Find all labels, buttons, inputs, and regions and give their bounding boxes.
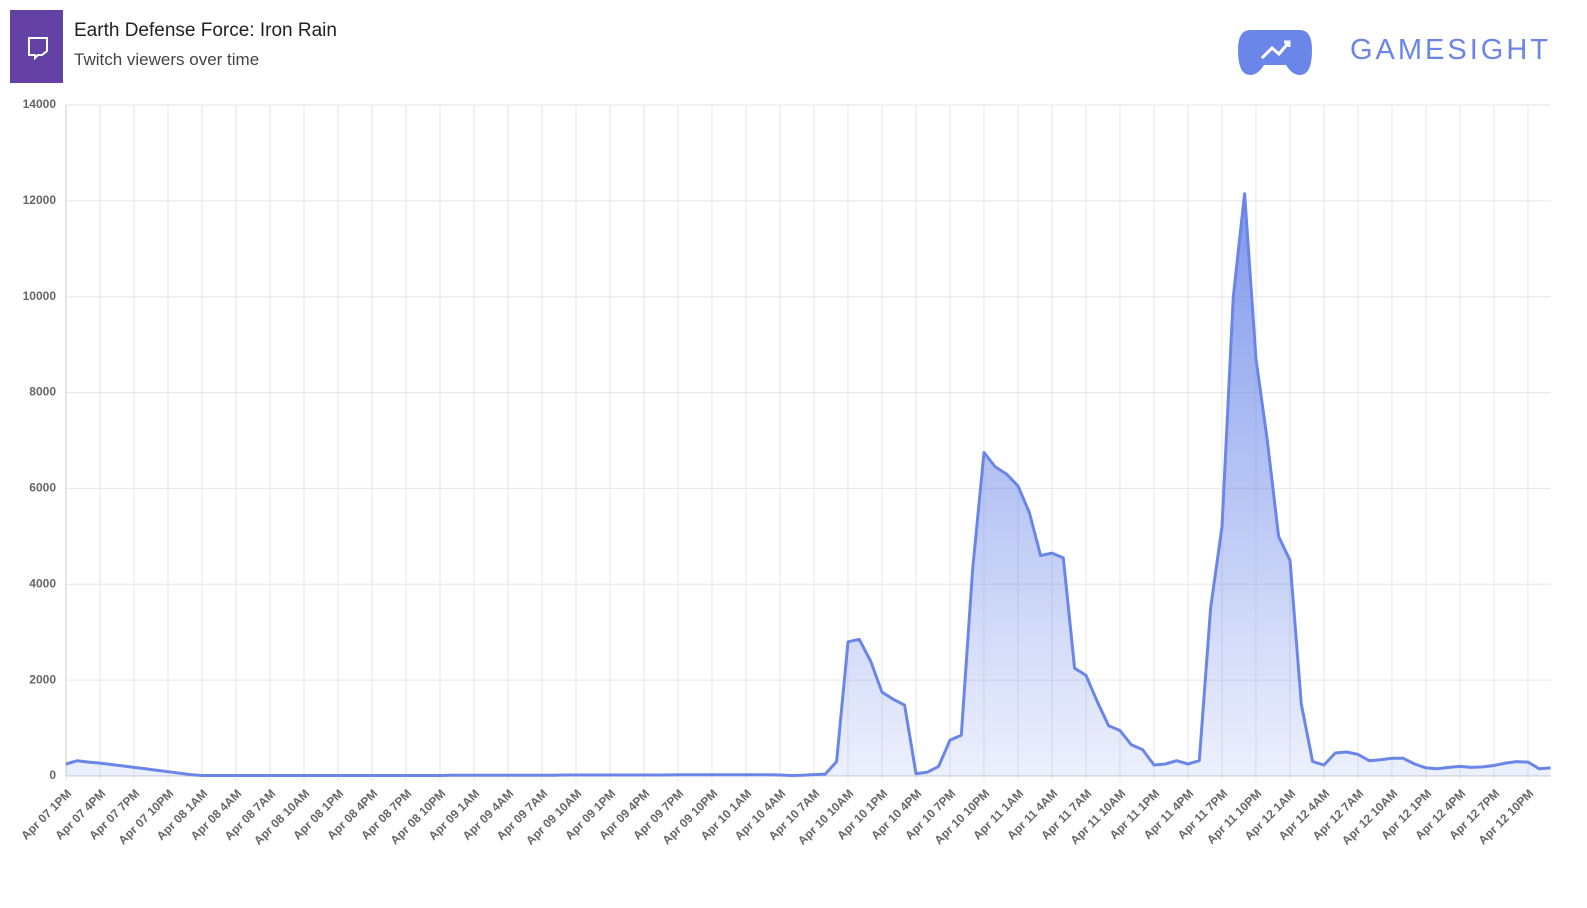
y-tick-label: 14000: [23, 97, 57, 111]
y-tick-label: 8000: [29, 385, 56, 399]
chart-subtitle: Twitch viewers over time: [74, 50, 259, 69]
y-tick-label: 2000: [29, 672, 56, 686]
line: [65, 192, 1551, 777]
y-tick-label: 12000: [23, 193, 57, 207]
brand-name: GAMESIGHT: [1350, 34, 1551, 66]
chart-title: Earth Defense Force: Iron Rain: [74, 20, 337, 41]
y-tick-label: 10000: [23, 289, 57, 303]
y-tick-label: 6000: [29, 481, 56, 495]
area: [66, 193, 1551, 776]
brand-logo-arrow: [1260, 40, 1291, 60]
y-tick-label: 0: [49, 768, 56, 782]
twitch-icon: [10, 10, 63, 83]
twitch-glyph: [28, 37, 48, 61]
y-tick-label: 4000: [29, 576, 56, 590]
